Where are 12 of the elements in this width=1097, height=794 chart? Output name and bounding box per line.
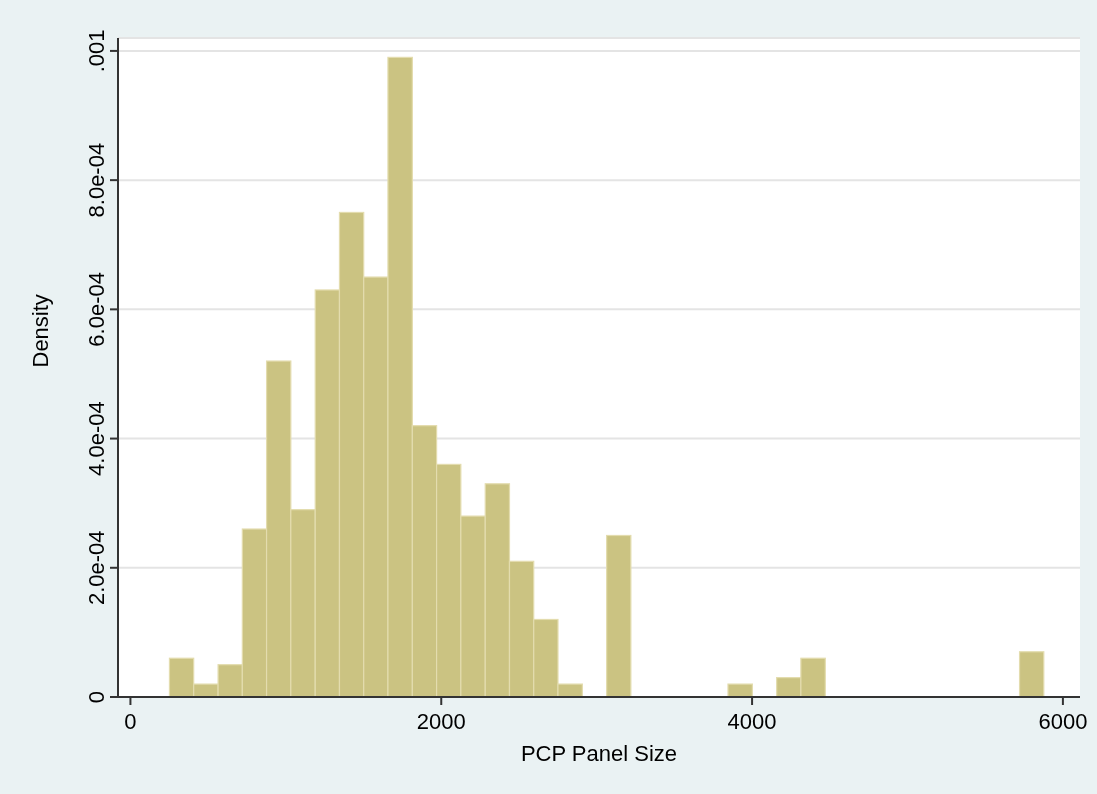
y-tick-label: 6.0e-04 xyxy=(84,272,109,347)
x-tick-label: 6000 xyxy=(1038,709,1088,734)
y-axis-title: Density xyxy=(27,294,53,368)
y-tick-label: 0 xyxy=(84,690,109,704)
y-tick-label: 8.0e-04 xyxy=(84,142,109,218)
y-tick-label: 4.0e-04 xyxy=(84,401,109,476)
x-tick-label: 2000 xyxy=(416,709,466,734)
y-tick-label: .001 xyxy=(84,29,109,73)
x-axis-title: PCP Panel Size xyxy=(520,740,678,766)
x-tick-label: 4000 xyxy=(727,709,777,734)
x-tick-label: 0 xyxy=(124,709,137,734)
y-tick-label: 2.0e-04 xyxy=(84,530,109,606)
